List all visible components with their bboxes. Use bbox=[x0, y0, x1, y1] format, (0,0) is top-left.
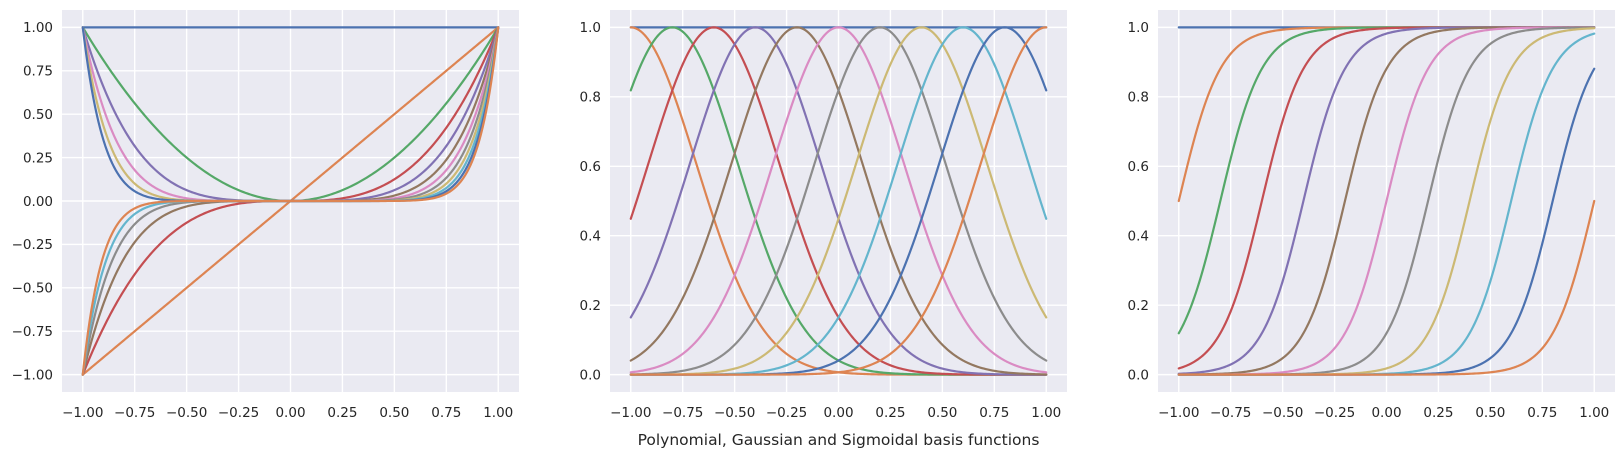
curve-x^11 bbox=[81, 26, 500, 376]
x-tick-label: −0.50 bbox=[714, 405, 755, 421]
y-tick-label: 1.0 bbox=[1128, 20, 1149, 36]
tick-labels: −1.00 −0.75 −0.50 −0.25 0.00 0.25 0.50 0.75 1.00… bbox=[12, 20, 514, 421]
x-tick-label: 0.50 bbox=[927, 405, 957, 421]
x-tick-label: −0.75 bbox=[114, 405, 155, 421]
curve-gauss(mu=0.2) bbox=[629, 26, 1048, 376]
y-tick-label: −0.25 bbox=[12, 237, 53, 253]
x-tick-label: 0.50 bbox=[1475, 405, 1505, 421]
curves bbox=[81, 26, 500, 376]
x-tick-label: 0.25 bbox=[327, 405, 357, 421]
y-tick-label: 0.2 bbox=[1128, 298, 1149, 314]
x-tick-label: 0.00 bbox=[275, 405, 305, 421]
x-tick-label: 0.50 bbox=[379, 405, 409, 421]
x-tick-label: −1.00 bbox=[610, 405, 651, 421]
y-tick-label: 0.4 bbox=[1128, 229, 1149, 245]
y-tick-label: 0.0 bbox=[1128, 367, 1149, 383]
x-tick-label: −1.00 bbox=[1158, 405, 1199, 421]
x-tick-label: 1.00 bbox=[1579, 405, 1609, 421]
grid bbox=[1158, 10, 1615, 392]
x-tick-label: 1.00 bbox=[483, 405, 513, 421]
plot-sigmoidal-basis: −1.00 −0.75 −0.50 −0.25 0.00 0.25 0.50 0.75 1.00… bbox=[1128, 10, 1615, 421]
figure-caption: Polynomial, Gaussian and Sigmoidal basis… bbox=[637, 431, 1040, 449]
x-tick-label: −0.75 bbox=[1210, 405, 1251, 421]
y-tick-label: 1.00 bbox=[23, 20, 53, 36]
y-tick-label: 1.0 bbox=[580, 20, 601, 36]
y-tick-label: 0.75 bbox=[23, 64, 53, 80]
y-tick-label: 0.8 bbox=[1128, 90, 1149, 106]
tick-labels: −1.00 −0.75 −0.50 −0.25 0.00 0.25 0.50 0.75 1.00… bbox=[580, 20, 1062, 421]
x-tick-label: 0.25 bbox=[1423, 405, 1453, 421]
x-tick-label: 0.75 bbox=[1527, 405, 1557, 421]
curve-gauss(mu=1.0) bbox=[629, 26, 1048, 376]
x-tick-label: −0.50 bbox=[166, 405, 207, 421]
curves bbox=[629, 26, 1048, 376]
curve-sigmoid(mu=1.0) bbox=[1177, 199, 1596, 376]
x-tick-label: 0.75 bbox=[431, 405, 461, 421]
x-tick-label: −0.25 bbox=[1314, 405, 1355, 421]
y-tick-label: 0.6 bbox=[580, 159, 601, 175]
curve-gauss(mu=0.0) bbox=[629, 26, 1048, 374]
y-tick-label: 0.0 bbox=[580, 367, 601, 383]
y-tick-label: 0.25 bbox=[23, 150, 53, 166]
plot-polynomial-basis: −1.00 −0.75 −0.50 −0.25 0.00 0.25 0.50 0.75 1.00… bbox=[12, 10, 519, 421]
x-tick-label: 0.00 bbox=[823, 405, 853, 421]
grid bbox=[610, 10, 1067, 392]
tick-labels: −1.00 −0.75 −0.50 −0.25 0.00 0.25 0.50 0.75 1.00… bbox=[1128, 20, 1610, 421]
y-tick-label: 0.00 bbox=[23, 194, 53, 210]
plot-gaussian-basis: −1.00 −0.75 −0.50 −0.25 0.00 0.25 0.50 0.75 1.00… bbox=[580, 10, 1067, 421]
y-tick-label: 0.50 bbox=[23, 107, 53, 123]
y-tick-label: 0.8 bbox=[580, 90, 601, 106]
x-tick-label: −0.25 bbox=[218, 405, 259, 421]
x-tick-label: 0.25 bbox=[875, 405, 905, 421]
x-tick-label: 0.75 bbox=[979, 405, 1009, 421]
y-tick-label: −0.50 bbox=[12, 281, 53, 297]
x-tick-label: 0.00 bbox=[1371, 405, 1401, 421]
y-tick-label: 0.6 bbox=[1128, 159, 1149, 175]
x-tick-label: −1.00 bbox=[62, 405, 103, 421]
y-tick-label: 0.2 bbox=[580, 298, 601, 314]
y-tick-label: 0.4 bbox=[580, 229, 601, 245]
x-tick-label: −0.25 bbox=[766, 405, 807, 421]
x-tick-label: −0.50 bbox=[1262, 405, 1303, 421]
x-tick-label: −0.75 bbox=[662, 405, 703, 421]
y-tick-label: −0.75 bbox=[12, 324, 53, 340]
x-tick-label: 1.00 bbox=[1031, 405, 1061, 421]
y-tick-label: −1.00 bbox=[12, 367, 53, 383]
curves bbox=[1177, 26, 1596, 376]
